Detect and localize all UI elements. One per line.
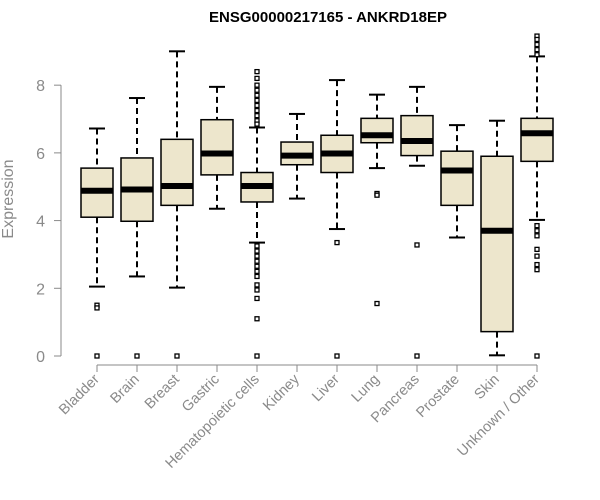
outlier-point [254,295,260,302]
box-group [160,50,194,359]
box [160,138,194,207]
x-tick-label: Brain [108,372,143,407]
box-group [520,33,554,359]
outlier-point [534,223,540,229]
outlier-point [534,228,540,234]
outlier-point [254,121,260,127]
outlier-point [414,242,420,248]
outlier-point [254,97,260,104]
x-tick-label: Liver [309,371,343,405]
plot-area [80,33,554,359]
box [400,114,434,157]
x-tick-label: Skin [472,372,503,403]
outlier-point [254,112,260,119]
outlier-point [254,316,260,322]
outlier-point [134,353,140,359]
outlier-point [534,253,540,259]
outlier-point [254,75,260,82]
outlier-point [334,239,340,246]
box [480,155,514,333]
outlier-point [254,258,260,264]
outlier-point [534,36,540,43]
outlier-point [254,248,260,254]
outlier-point [534,246,540,253]
y-tick-label: 6 [36,146,45,163]
outlier-point [174,353,180,359]
y-tick-label: 8 [36,78,45,95]
box-group [280,112,314,200]
outlier-point [374,300,380,307]
outlier-point [254,268,260,275]
outlier-point [254,107,260,114]
outlier-point [534,353,540,359]
y-axis-label: Expression [0,159,17,238]
outlier-point [414,353,420,359]
box [440,150,474,207]
y-tick-label: 4 [36,214,45,231]
box-group [480,119,514,357]
x-tick-label: Prostate [413,372,462,421]
outlier-point [534,233,540,239]
outlier-point [254,273,260,280]
box-group [200,85,234,210]
box-group [320,79,354,359]
outlier-point [254,92,260,98]
x-tick-label: Bladder [56,371,103,418]
outlier-point [374,192,380,198]
box-group [440,124,474,239]
outlier-point [334,353,340,359]
outlier-point [254,353,260,359]
outlier-point [254,243,260,249]
x-tick-label: Breast [142,372,183,413]
outlier-point [254,82,260,88]
outlier-point [534,46,540,53]
box-group [120,97,154,359]
x-tick-label: Lung [349,372,383,406]
outlier-point [534,261,540,268]
outlier-point [254,263,260,269]
outlier-point [254,102,260,109]
box [200,118,234,176]
outlier-point [94,353,100,359]
box [520,117,554,163]
box-group [400,85,434,359]
outlier-point [534,52,540,58]
outlier-point [534,41,540,48]
box-group [360,93,394,307]
y-axis: 0 2 4 6 8 [36,78,62,366]
outlier-point [94,305,100,311]
box-group [240,68,274,359]
chart-title: ENSG00000217165 - ANKRD18EP [209,9,447,26]
outlier-point [254,68,260,75]
outlier-point [254,287,260,293]
box-group [80,127,114,359]
y-tick-label: 2 [36,281,45,298]
outlier-point [254,282,260,288]
box [360,117,394,144]
outlier-point [534,267,540,273]
x-tick-label: Kidney [260,371,303,414]
outlier-point [254,87,260,93]
outlier-point [254,253,260,259]
y-tick-label: 0 [36,349,45,366]
